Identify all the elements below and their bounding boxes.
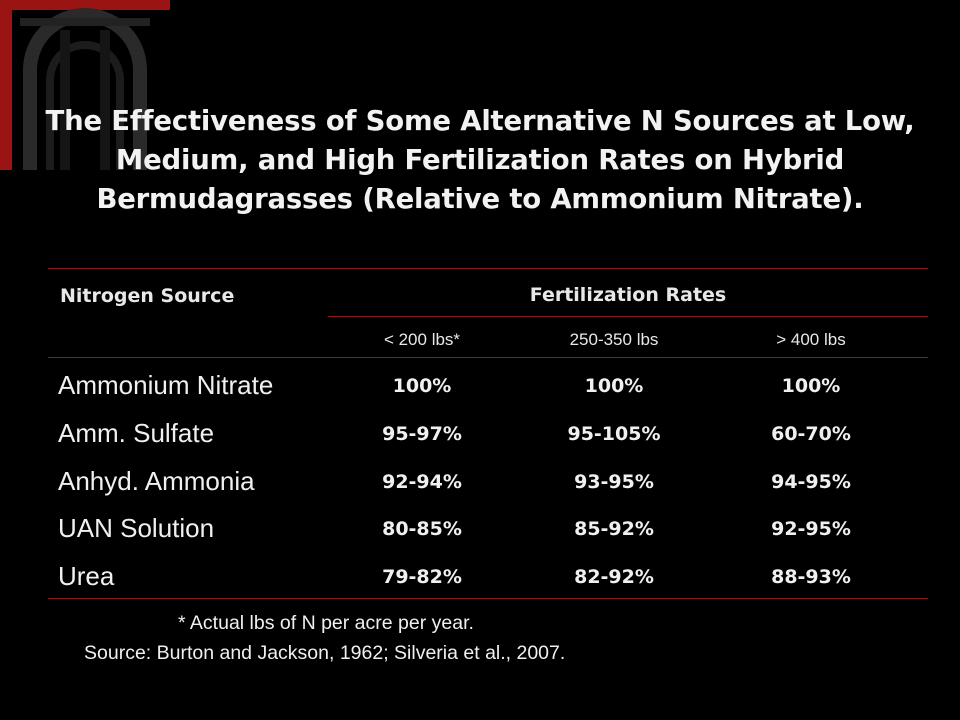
nitrogen-source-header: Nitrogen Source [60, 285, 235, 307]
table-cell: 80-85% [382, 518, 462, 540]
table-row: Urea 79-82% 82-92% 88-93% [48, 559, 928, 607]
row-source-label: Anhyd. Ammonia [58, 466, 255, 496]
table-cell: 94-95% [771, 471, 851, 493]
table-cell: 60-70% [771, 423, 851, 445]
rate-column-low: < 200 lbs* [383, 330, 461, 349]
table-cell: 85-92% [574, 518, 654, 540]
table-cell: 92-95% [771, 518, 851, 540]
table-row: Anhyd. Ammonia 92-94% 93-95% 94-95% [48, 464, 928, 512]
table-cell: 100% [392, 375, 452, 397]
table-row: Ammonium Nitrate 100% 100% 100% [48, 368, 928, 416]
table-cell: 92-94% [382, 471, 462, 493]
rate-column-high: > 400 lbs [776, 330, 846, 349]
arch-logo-decoration [0, 0, 170, 170]
row-source-label: Urea [58, 561, 115, 591]
table-cell: 79-82% [382, 566, 462, 588]
source-citation: Source: Burton and Jackson, 1962; Silver… [84, 642, 566, 664]
table-cell: 82-92% [574, 566, 654, 588]
header-bottom-rule [48, 357, 928, 358]
table-cell: 100% [781, 375, 841, 397]
table-cell: 95-105% [567, 423, 661, 445]
fertilization-rates-header: Fertilization Rates [529, 284, 727, 306]
rates-header-rule [328, 316, 928, 317]
table-row: Amm. Sulfate 95-97% 95-105% 60-70% [48, 416, 928, 464]
table-bottom-rule [48, 598, 928, 599]
rate-column-medium: 250-350 lbs [569, 330, 659, 349]
table-cell: 88-93% [771, 566, 851, 588]
table-top-rule [48, 268, 928, 269]
row-source-label: Amm. Sulfate [58, 418, 215, 448]
row-source-label: Ammonium Nitrate [58, 370, 274, 400]
footnote: * Actual lbs of N per acre per year. [178, 612, 474, 634]
slide-title: The Effectiveness of Some Alternative N … [45, 105, 915, 215]
table-cell: 93-95% [574, 471, 654, 493]
table-row: UAN Solution 80-85% 85-92% 92-95% [48, 511, 928, 559]
row-source-label: UAN Solution [58, 513, 215, 543]
table-cell: 95-97% [382, 423, 462, 445]
table-cell: 100% [584, 375, 644, 397]
